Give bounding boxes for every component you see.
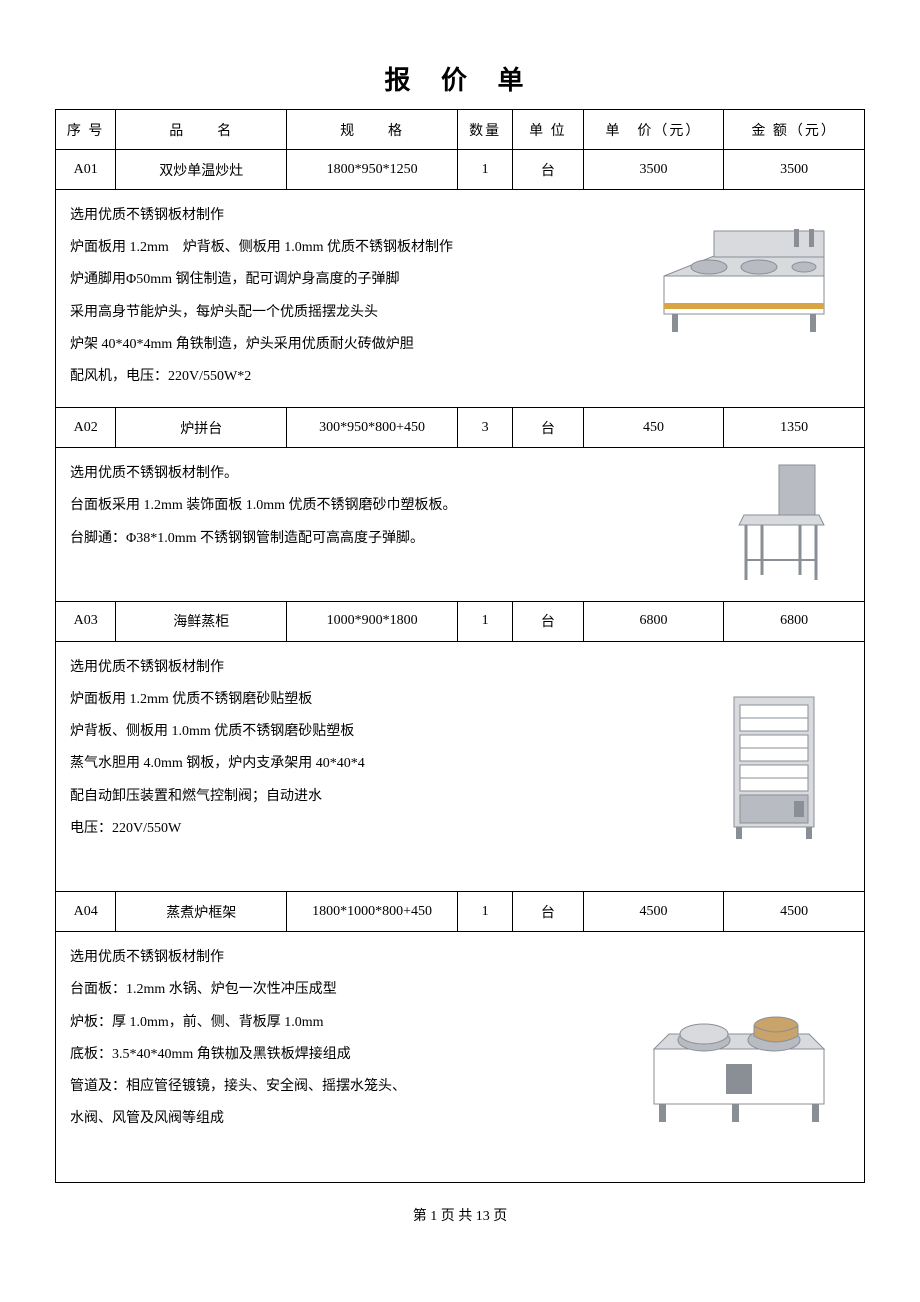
description-text: 选用优质不锈钢板材制作。台面板采用 1.2mm 装饰面板 1.0mm 优质不锈钢… [70, 458, 554, 587]
cell-amount: 3500 [724, 150, 865, 190]
product-illustration [654, 221, 834, 341]
cell-qty: 3 [457, 408, 512, 448]
column-header-amount: 金 额（元） [724, 110, 865, 150]
page-title: 报 价 单 [55, 60, 865, 97]
description-line: 炉架 40*40*4mm 角铁制造，炉头采用优质耐火砖做炉胆 [70, 329, 554, 361]
description-cell: 选用优质不锈钢板材制作台面板：1.2mm 水锅、炉包一次性冲压成型炉板：厚 1.… [56, 932, 865, 1182]
description-line: 炉面板用 1.2mm 炉背板、侧板用 1.0mm 优质不锈钢板材制作 [70, 232, 554, 264]
table-row: A03海鲜蒸柜1000*900*18001台68006800 [56, 601, 865, 641]
cell-unit: 台 [513, 892, 583, 932]
cell-spec: 1800*950*1250 [287, 150, 458, 190]
cell-unit: 台 [513, 150, 583, 190]
description-line: 选用优质不锈钢板材制作 [70, 652, 554, 684]
column-header-price: 单 价（元） [583, 110, 724, 150]
description-line: 台脚通：Φ38*1.0mm 不锈钢钢管制造配可高高度子弹脚。 [70, 523, 554, 555]
cell-name: 双炒单温炒灶 [116, 150, 287, 190]
cell-qty: 1 [457, 892, 512, 932]
cell-name: 蒸煮炉框架 [116, 892, 287, 932]
cell-price: 4500 [583, 892, 724, 932]
description-cell: 选用优质不锈钢板材制作。台面板采用 1.2mm 装饰面板 1.0mm 优质不锈钢… [56, 448, 865, 602]
description-text: 选用优质不锈钢板材制作炉面板用 1.2mm 优质不锈钢磨砂贴塑板炉背板、侧板用 … [70, 652, 554, 877]
description-line: 采用高身节能炉头，每炉头配一个优质摇摆龙头头 [70, 297, 554, 329]
column-header-unit: 单 位 [513, 110, 583, 150]
description-cell: 选用优质不锈钢板材制作炉面板用 1.2mm 优质不锈钢磨砂贴塑板炉背板、侧板用 … [56, 641, 865, 891]
cell-spec: 1800*1000*800+450 [287, 892, 458, 932]
cell-price: 6800 [583, 601, 724, 641]
product-illustration [724, 460, 834, 590]
product-illustration [644, 1004, 834, 1134]
cell-seq: A03 [56, 601, 116, 641]
cell-seq: A02 [56, 408, 116, 448]
cell-amount: 1350 [724, 408, 865, 448]
product-illustration [714, 687, 834, 847]
description-line: 水阀、风管及风阀等组成 [70, 1103, 554, 1135]
description-text: 选用优质不锈钢板材制作炉面板用 1.2mm 炉背板、侧板用 1.0mm 优质不锈… [70, 200, 554, 393]
description-line [70, 1135, 554, 1167]
description-line: 电压：220V/550W [70, 813, 554, 845]
description-line: 配自动卸压装置和燃气控制阀；自动进水 [70, 781, 554, 813]
description-line: 底板：3.5*40*40mm 角铁枷及黑铁板焊接组成 [70, 1039, 554, 1071]
description-line: 炉通脚用Φ50mm 钢住制造，配可调炉身高度的子弹脚 [70, 264, 554, 296]
page-footer: 第 1 页 共 13 页 [55, 1205, 865, 1225]
cell-unit: 台 [513, 408, 583, 448]
cell-name: 炉拼台 [116, 408, 287, 448]
table-row: A02炉拼台300*950*800+4503台4501350 [56, 408, 865, 448]
column-header-name: 品 名 [116, 110, 287, 150]
product-image-icon [644, 1004, 834, 1134]
description-line: 炉面板用 1.2mm 优质不锈钢磨砂贴塑板 [70, 684, 554, 716]
cell-seq: A04 [56, 892, 116, 932]
column-header-seq: 序 号 [56, 110, 116, 150]
description-line: 选用优质不锈钢板材制作 [70, 200, 554, 232]
description-line: 选用优质不锈钢板材制作。 [70, 458, 554, 490]
product-image-icon [714, 687, 834, 847]
description-line: 管道及：相应管径镀镜，接头、安全阀、摇摆水笼头、 [70, 1071, 554, 1103]
cell-unit: 台 [513, 601, 583, 641]
quotation-table: 序 号品 名规 格数量单 位单 价（元）金 额（元）A01双炒单温炒灶1800*… [55, 109, 865, 1183]
cell-spec: 300*950*800+450 [287, 408, 458, 448]
cell-spec: 1000*900*1800 [287, 601, 458, 641]
description-line: 炉板：厚 1.0mm，前、侧、背板厚 1.0mm [70, 1007, 554, 1039]
cell-price: 450 [583, 408, 724, 448]
description-line: 炉背板、侧板用 1.0mm 优质不锈钢磨砂贴塑板 [70, 716, 554, 748]
cell-qty: 1 [457, 150, 512, 190]
cell-name: 海鲜蒸柜 [116, 601, 287, 641]
description-line: 蒸气水胆用 4.0mm 钢板，炉内支承架用 40*40*4 [70, 748, 554, 780]
description-line: 台面板：1.2mm 水锅、炉包一次性冲压成型 [70, 974, 554, 1006]
description-line [70, 555, 554, 587]
cell-seq: A01 [56, 150, 116, 190]
description-line [70, 845, 554, 877]
table-row: A04蒸煮炉框架1800*1000*800+4501台45004500 [56, 892, 865, 932]
column-header-qty: 数量 [457, 110, 512, 150]
table-row: A01双炒单温炒灶1800*950*12501台35003500 [56, 150, 865, 190]
description-cell: 选用优质不锈钢板材制作炉面板用 1.2mm 炉背板、侧板用 1.0mm 优质不锈… [56, 190, 865, 408]
cell-qty: 1 [457, 601, 512, 641]
description-line: 选用优质不锈钢板材制作 [70, 942, 554, 974]
cell-price: 3500 [583, 150, 724, 190]
description-text: 选用优质不锈钢板材制作台面板：1.2mm 水锅、炉包一次性冲压成型炉板：厚 1.… [70, 942, 554, 1167]
column-header-spec: 规 格 [287, 110, 458, 150]
product-image-icon [654, 221, 834, 341]
description-line: 配风机，电压：220V/550W*2 [70, 361, 554, 393]
product-image-icon [724, 460, 834, 590]
cell-amount: 6800 [724, 601, 865, 641]
description-line: 台面板采用 1.2mm 装饰面板 1.0mm 优质不锈钢磨砂巾塑板板。 [70, 490, 554, 522]
cell-amount: 4500 [724, 892, 865, 932]
